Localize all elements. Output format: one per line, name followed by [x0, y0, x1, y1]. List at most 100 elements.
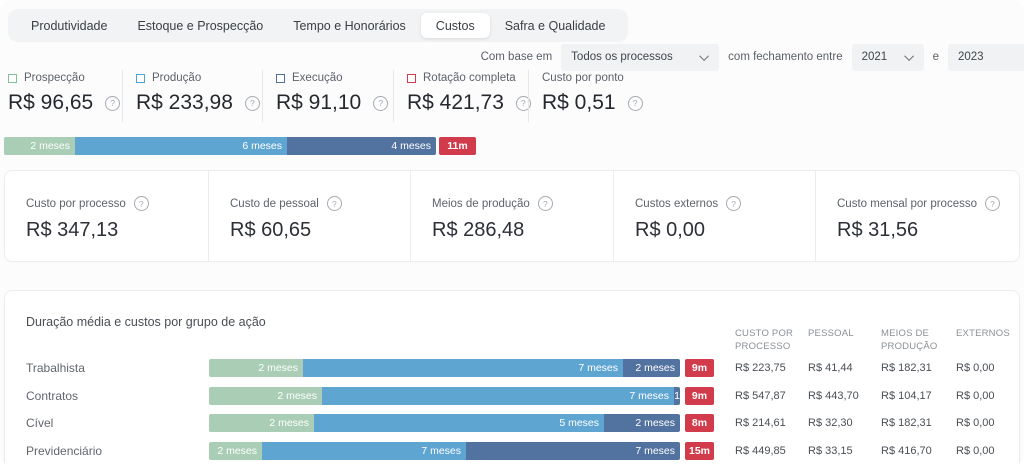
- filter-closing-label: com fechamento entre: [728, 51, 843, 63]
- row-value-pessoal: R$ 32,30: [808, 417, 853, 429]
- cost-card-label: Meios de produção: [432, 197, 530, 210]
- help-icon[interactable]: ?: [244, 95, 260, 111]
- stacked-bar: 2 meses 5 meses 2 meses: [209, 414, 680, 432]
- row-value-pessoal: R$ 41,44: [808, 362, 853, 374]
- kpi-value-row: R$ 233,98?: [136, 91, 276, 115]
- kpi-value-row: R$ 91,10?: [276, 91, 407, 115]
- tab-tempo-e-honorarios[interactable]: Tempo e Honorários: [293, 18, 406, 33]
- kpi-value-row: R$ 96,65?: [8, 91, 122, 115]
- bar-segment-label: 2 meses: [30, 140, 70, 152]
- bar-segment-label: 7 meses: [635, 444, 675, 457]
- cost-card-label: Custo mensal por processo: [837, 197, 977, 210]
- cost-card-value: R$ 60,65: [230, 219, 312, 241]
- row-value-pessoal: R$ 443,70: [808, 389, 859, 402]
- stacked-bar: 2 meses 7 meses 2 meses: [209, 359, 680, 377]
- row-value-custo-por-processo: R$ 449,85: [735, 444, 786, 457]
- kpi-label: Execução: [292, 72, 343, 84]
- bar-segment-dark: 1: [674, 386, 680, 405]
- green-legend-square-icon: [8, 73, 17, 83]
- bar-segment-dark: 7 meses: [466, 441, 680, 460]
- bar-segment-label: 2 meses: [258, 362, 298, 374]
- cost-card-header: Custo de pessoal?: [230, 196, 410, 211]
- total-months-badge: 11m: [439, 137, 476, 155]
- kpi-header: Prospecção: [8, 72, 122, 84]
- bar-segment-label: 1: [674, 389, 680, 402]
- column-header-pessoal: Pessoal: [808, 328, 854, 339]
- row-label: Contratos: [26, 388, 79, 403]
- kpi-custo-por-ponto: Custo por ponto R$ 0,51?: [528, 70, 712, 122]
- row-value-custo-por-processo: R$ 223,75: [735, 362, 786, 374]
- row-value-meios-de-producao: R$ 104,17: [881, 389, 932, 402]
- help-icon[interactable]: ?: [133, 196, 149, 211]
- cost-card-value: R$ 347,13: [26, 219, 119, 241]
- kpi-execucao: Execução R$ 91,10?: [262, 70, 407, 122]
- bar-segment-label: 4 meses: [391, 140, 431, 152]
- column-header-externos: Externos: [956, 328, 1010, 339]
- filter-base-label: Com base em: [480, 51, 553, 63]
- bar-segment-label: 7 meses: [629, 389, 669, 402]
- row-bar: 2 meses 7 meses 7 meses: [209, 441, 680, 460]
- duration-summary-bar: 2 meses 6 meses 4 meses 11m: [4, 137, 476, 155]
- year-to-select[interactable]: 2023: [948, 43, 1024, 71]
- help-icon[interactable]: ?: [627, 95, 643, 111]
- help-icon[interactable]: ?: [105, 95, 121, 111]
- kpi-header: Rotação completa: [407, 72, 542, 84]
- row-value-externos: R$ 0,00: [956, 389, 995, 402]
- bar-segment-green: 2 meses: [209, 414, 314, 432]
- row-value-meios-de-producao: R$ 416,70: [881, 444, 932, 457]
- red-legend-square-icon: [407, 73, 416, 83]
- row-label: Previdenciário: [26, 443, 103, 458]
- table-row-contratos: Contratos 2 meses 7 meses 1 9m R$ 547,87 R$ 44…: [5, 386, 1019, 405]
- row-bar: 2 meses 5 meses 2 meses: [209, 414, 680, 432]
- kpi-value: R$ 0,51: [542, 91, 616, 114]
- help-icon[interactable]: ?: [373, 95, 389, 111]
- filter-and-label: e: [932, 51, 939, 63]
- help-icon[interactable]: ?: [537, 196, 553, 211]
- kpi-value: R$ 96,65: [8, 91, 94, 114]
- kpi-value: R$ 421,73: [407, 91, 504, 114]
- bar-segment-label: 2 meses: [635, 362, 675, 374]
- kpi-value-row: R$ 421,73?: [407, 91, 542, 115]
- tab-estoque-e-prospeccao[interactable]: Estoque e Prospecção: [137, 18, 264, 33]
- kpi-value: R$ 233,98: [136, 91, 233, 114]
- cost-card-header: Custos externos?: [635, 196, 815, 211]
- year-to-value: 2023: [958, 51, 984, 63]
- cost-card-label: Custo por processo: [26, 197, 126, 210]
- bar-segment-label: 2 meses: [277, 389, 317, 402]
- help-icon[interactable]: ?: [726, 196, 742, 211]
- help-icon[interactable]: ?: [984, 196, 1000, 211]
- cost-card-header: Custo mensal por processo?: [837, 196, 1021, 211]
- row-months-badge: 9m: [685, 386, 714, 405]
- bar-segment-dark: 2 meses: [604, 414, 680, 432]
- kpi-label: Custo por ponto: [542, 72, 624, 84]
- row-value-pessoal: R$ 33,15: [808, 444, 853, 457]
- bar-segment-label: 2 meses: [635, 417, 675, 429]
- bar-segment-label: 2 meses: [217, 444, 257, 457]
- cost-card-header: Custo por processo?: [26, 196, 208, 211]
- cost-card-value: R$ 286,48: [432, 219, 525, 241]
- table-row-civel: Cível 2 meses 5 meses 2 meses 8m R$ 214,61 R$ …: [5, 414, 1019, 432]
- bar-segment-blue: 6 meses: [75, 137, 287, 155]
- cost-card-meios-de-producao: Meios de produção? R$ 286,48: [410, 171, 613, 261]
- blue-legend-square-icon: [136, 73, 145, 83]
- year-from-select[interactable]: 2021: [851, 43, 924, 71]
- help-icon[interactable]: ?: [515, 95, 531, 111]
- row-value-custo-por-processo: R$ 547,87: [735, 389, 786, 402]
- stacked-bar: 2 meses 7 meses 1: [209, 386, 680, 405]
- cost-metrics-card: Custo por processo? R$ 347,13 Custo de pes…: [4, 170, 1020, 262]
- tab-safra-e-qualidade[interactable]: Safra e Qualidade: [504, 18, 606, 33]
- dark-legend-square-icon: [276, 73, 285, 83]
- tab-custos[interactable]: Custos: [420, 13, 490, 38]
- process-select[interactable]: Todos os processos: [561, 43, 720, 71]
- kpi-label: Prospecção: [24, 72, 85, 84]
- cost-card-label: Custos externos: [635, 197, 719, 210]
- row-label: Cível: [26, 416, 54, 430]
- row-value-externos: R$ 0,00: [956, 362, 995, 374]
- kpi-label: Rotação completa: [423, 72, 516, 84]
- row-months-badge: 8m: [685, 414, 714, 432]
- row-value-externos: R$ 0,00: [956, 444, 995, 457]
- cost-card-custos-externos: Custos externos? R$ 0,00: [613, 171, 815, 261]
- help-icon[interactable]: ?: [326, 196, 342, 211]
- tab-produtividade[interactable]: Produtividade: [31, 18, 108, 33]
